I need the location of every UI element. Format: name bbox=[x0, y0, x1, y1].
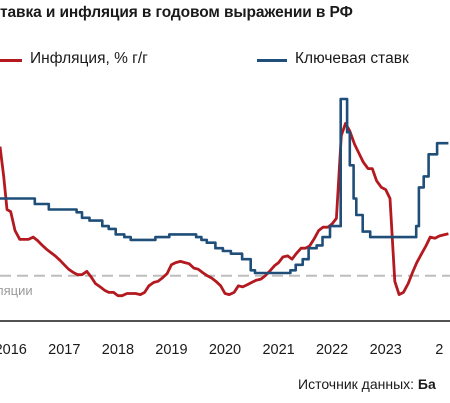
x-tick-label-2018: 2018 bbox=[102, 342, 134, 358]
series-line-key-rate bbox=[0, 97, 449, 275]
x-tick-label-partial: 2 bbox=[435, 342, 443, 358]
x-tick-labels: 2016 2017 2018 2019 2020 2021 2022 2023 2 bbox=[0, 342, 443, 358]
legend-swatch-inflation bbox=[0, 59, 22, 62]
source-prefix: Источник данных: bbox=[298, 376, 415, 392]
legend-label-key-rate: Ключевая ставк bbox=[295, 50, 409, 67]
series-line-inflation bbox=[0, 122, 449, 298]
x-tick-label-2017: 2017 bbox=[48, 342, 80, 358]
legend-label-inflation: Инфляция, % г/г bbox=[30, 50, 148, 67]
x-tick-label-2020: 2020 bbox=[209, 342, 241, 358]
source-name: Ба bbox=[417, 376, 436, 392]
x-tick-label-2016: 2016 bbox=[0, 342, 27, 358]
x-tick-label-2019: 2019 bbox=[155, 342, 187, 358]
x-tick-label-2023: 2023 bbox=[370, 342, 402, 358]
legend-swatch-key-rate bbox=[257, 59, 287, 62]
source-note: Источник данных: Ба bbox=[298, 376, 436, 392]
series-layer bbox=[0, 97, 449, 298]
x-tick-label-2022: 2022 bbox=[316, 342, 348, 358]
x-tick-label-2021: 2021 bbox=[262, 342, 294, 358]
inflation-target-label: ляции bbox=[0, 283, 33, 298]
chart-title: тавка и инфляция в годовом выражении в Р… bbox=[0, 4, 353, 21]
